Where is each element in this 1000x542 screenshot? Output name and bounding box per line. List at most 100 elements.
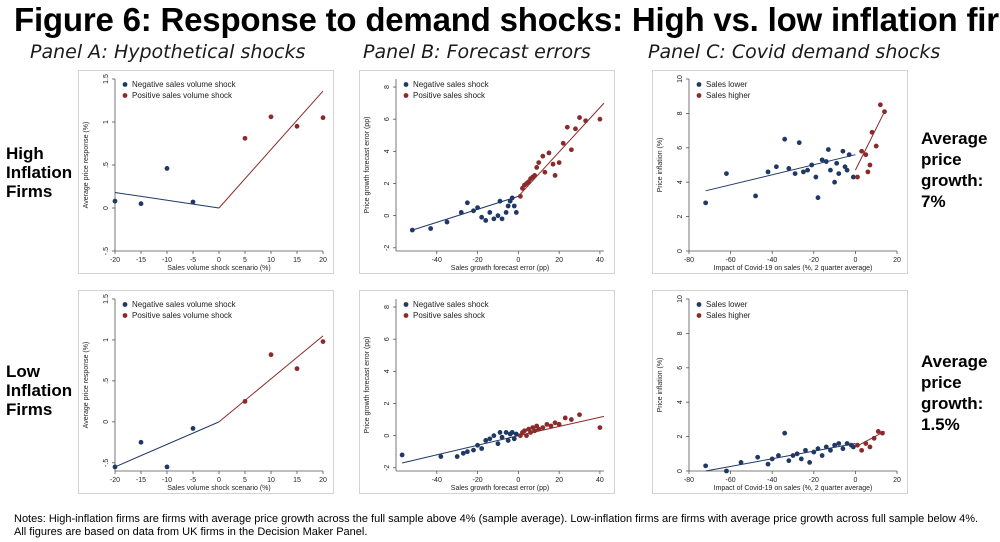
average-growth-line: Average [921, 129, 988, 148]
x-axis-label: Sales volume shock scenario (%) [167, 485, 271, 492]
x-tick-label: -60 [726, 257, 736, 264]
y-tick-label: 6 [384, 337, 391, 341]
row-label-line: High [6, 144, 44, 163]
legend-label: Positive sales shock [413, 311, 486, 320]
data-point [724, 171, 729, 176]
row-label-low: Low Inflation Firms [6, 362, 72, 419]
data-point [479, 214, 485, 220]
data-point [552, 420, 558, 426]
x-tick-label: 20 [555, 257, 563, 264]
y-tick-label: 8 [677, 331, 684, 335]
data-point [268, 352, 274, 358]
data-point [495, 441, 501, 447]
data-point [552, 173, 558, 178]
data-point [536, 160, 542, 165]
x-tick-label: 20 [319, 257, 327, 264]
data-point [577, 115, 582, 120]
legend-marker [122, 82, 128, 87]
x-tick-label: 5 [243, 477, 247, 484]
data-point [755, 454, 761, 460]
average-growth-line: 7% [921, 192, 946, 211]
x-tick-label: 10 [267, 477, 275, 484]
data-point [801, 169, 806, 175]
data-point [823, 159, 829, 164]
y-tick-label: 6 [384, 117, 391, 121]
data-point [832, 179, 837, 185]
x-tick-label: -40 [767, 477, 777, 484]
data-point [483, 438, 489, 443]
data-point [242, 135, 248, 141]
data-point [497, 198, 503, 204]
data-point [491, 433, 497, 439]
data-point [573, 126, 578, 132]
fit-line [218, 90, 324, 209]
data-point [505, 438, 511, 443]
data-point [242, 398, 248, 404]
fit-line [114, 192, 220, 209]
data-point [546, 150, 552, 156]
data-point [560, 140, 566, 146]
data-point [499, 434, 505, 440]
data-point [164, 464, 170, 470]
data-point [790, 453, 796, 458]
data-point [873, 143, 879, 149]
data-point [499, 216, 505, 222]
legend-marker [122, 313, 128, 318]
panel-b-title: Panel B: Forecast errors [363, 41, 591, 63]
data-point [320, 115, 326, 121]
average-growth-line: Average [921, 352, 988, 371]
x-tick-label: -5 [190, 477, 196, 484]
y-tick-label: -.5 [103, 459, 110, 467]
data-point [294, 366, 300, 372]
x-tick-label: 0 [853, 257, 857, 264]
data-point [782, 136, 788, 142]
x-tick-label: 40 [596, 257, 604, 264]
average-growth-line: price [921, 373, 962, 392]
row-label-line: Inflation [6, 381, 73, 400]
data-point [786, 458, 792, 464]
y-tick-label: -2 [384, 245, 391, 251]
data-point [865, 169, 871, 175]
x-tick-label: -20 [473, 257, 483, 264]
fit-line [218, 335, 324, 423]
y-tick-label: 4 [384, 149, 391, 153]
data-point [464, 449, 470, 455]
data-point [875, 429, 881, 434]
legend-marker [403, 93, 409, 98]
data-point [544, 421, 550, 427]
data-point [471, 447, 476, 453]
data-point [823, 444, 829, 450]
data-point [112, 464, 118, 470]
x-axis-label: Sales volume shock scenario (%) [167, 265, 271, 272]
data-point [809, 162, 815, 168]
data-point [597, 116, 603, 122]
fit-line [855, 430, 885, 448]
data-point [815, 195, 821, 201]
data-point [840, 148, 846, 154]
data-point [487, 210, 493, 215]
x-tick-label: 0 [217, 477, 221, 484]
data-point [794, 451, 800, 457]
x-tick-label: -20 [110, 257, 120, 264]
legend-label: Sales lower [706, 80, 748, 89]
average-growth-line: price [921, 150, 962, 169]
data-point [844, 441, 850, 446]
data-point [863, 152, 869, 158]
y-axis-label: Price inflation (%) [657, 358, 664, 413]
legend-marker [403, 82, 409, 87]
figure-notes: Notes: High-inflation firms are firms wi… [14, 513, 979, 538]
data-point [703, 200, 709, 206]
data-point [536, 426, 542, 432]
x-tick-label: -60 [726, 477, 736, 484]
average-growth-low: Average price growth: 1.5% [921, 351, 987, 435]
data-point [524, 433, 529, 439]
data-point [517, 193, 523, 199]
y-tick-label: 2 [677, 435, 684, 439]
legend-marker [696, 302, 702, 307]
data-point [562, 415, 568, 421]
data-point [844, 167, 850, 173]
data-point [138, 439, 144, 445]
data-point [268, 114, 274, 120]
chart-b-low: -2 0 2 4 6 8 -40 -20 0 20 40 Sales growth forecast … [359, 290, 615, 494]
